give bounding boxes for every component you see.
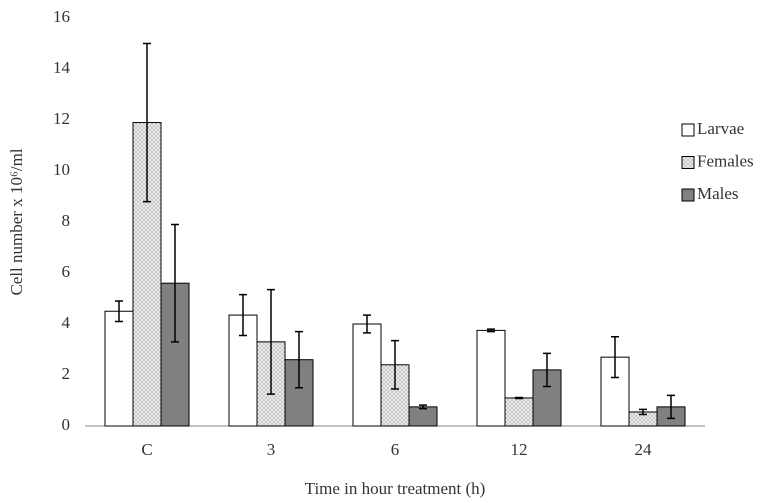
y-tick-label: 4 [62,313,71,332]
bar [352,323,382,427]
legend-swatch [681,156,695,169]
bar [476,329,506,427]
legend-label: Males [697,184,739,203]
y-tick-label: 10 [53,160,70,179]
bar [504,397,534,427]
error-bar [419,404,427,410]
error-bar [363,314,371,334]
bar [408,406,438,427]
y-axis-label: Cell number x 10⁶/ml [7,148,26,295]
y-tick-label: 14 [53,58,71,77]
legend-label: Females [697,151,754,170]
error-bar [487,328,495,333]
y-tick-label: 0 [62,415,71,434]
x-tick-label: C [141,440,152,459]
legend-swatch [681,188,695,202]
x-tick-label: 3 [267,440,276,459]
error-bar [515,396,523,400]
x-axis-label: Time in hour treatment (h) [305,479,486,498]
bar [104,310,134,427]
error-bar [391,339,399,390]
bar [600,356,630,427]
y-tick-label: 16 [53,7,70,26]
legend-swatch [681,123,695,137]
error-bar [295,330,303,389]
x-tick-label: 24 [635,440,653,459]
x-tick-label: 12 [511,440,528,459]
error-bar [639,408,647,416]
error-bar [543,352,551,388]
bar [132,122,162,427]
error-bar [143,42,151,203]
x-tick-label: 6 [391,440,400,459]
error-bar [115,300,123,323]
error-bar [267,288,275,395]
y-tick-label: 8 [62,211,71,230]
error-bar [667,394,675,420]
legend-label: Larvae [697,119,744,138]
error-bar [171,223,179,343]
y-tick-label: 12 [53,109,70,128]
y-tick-label: 2 [62,364,71,383]
error-bar [239,293,247,337]
y-tick-label: 6 [62,262,71,281]
error-bar [611,336,619,379]
